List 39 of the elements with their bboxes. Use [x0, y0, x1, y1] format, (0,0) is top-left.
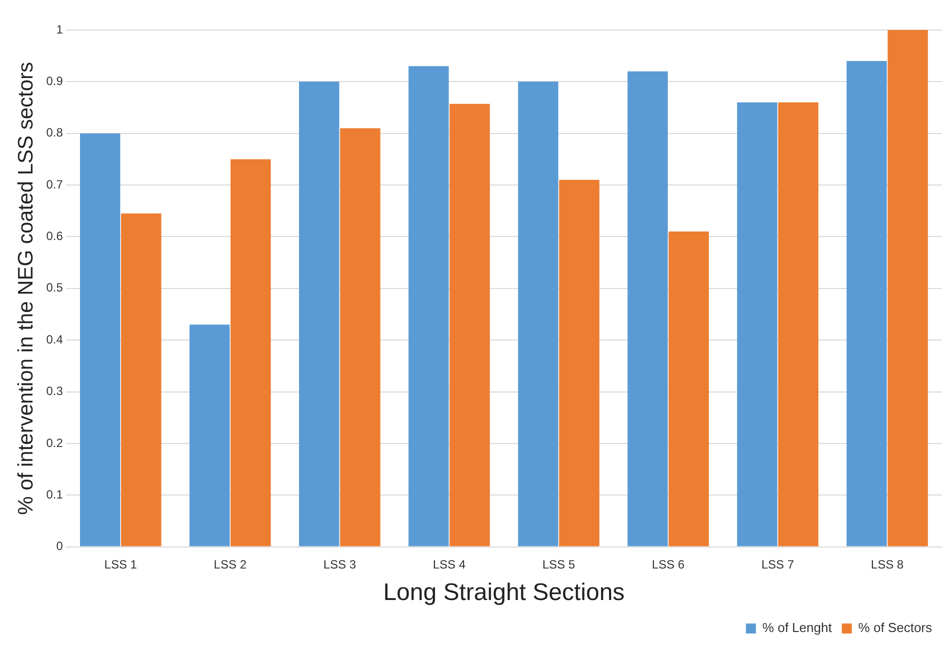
x-tick-label: LSS 5 — [542, 557, 576, 572]
y-tick-label: 0.7 — [46, 177, 64, 192]
bar — [668, 232, 709, 546]
y-tick-label: 0.5 — [46, 280, 64, 295]
bar — [559, 180, 600, 546]
x-axis-title: Long Straight Sections — [383, 579, 625, 606]
y-tick-label: 0.4 — [46, 332, 64, 346]
bar — [121, 213, 162, 546]
bar — [846, 61, 887, 546]
bar — [230, 159, 271, 546]
bar — [299, 82, 340, 546]
y-tick-label: 0.2 — [46, 436, 64, 450]
y-tick-label: 0.9 — [46, 74, 64, 88]
bar — [189, 324, 230, 546]
bar — [778, 102, 818, 546]
y-tick-label: 0 — [56, 539, 64, 554]
x-tick-label: LSS 6 — [652, 557, 685, 572]
legend-label: % of Sectors — [858, 620, 932, 636]
legend-label: % of Lenght — [762, 620, 832, 636]
y-tick-label: 1 — [56, 22, 64, 36]
y-axis-title: % of intervention in the NEG coated LSS sectors — [14, 62, 38, 515]
x-tick-label: LSS 1 — [104, 557, 138, 572]
y-tick-label: 0.1 — [46, 487, 64, 502]
bar — [628, 71, 668, 546]
bar — [408, 66, 449, 546]
x-tick-label: LSS 7 — [761, 557, 794, 572]
x-tick-label: LSS 2 — [214, 557, 247, 572]
bar — [888, 30, 928, 546]
x-tick-label: LSS 8 — [870, 557, 904, 572]
x-tick-label: LSS 4 — [432, 557, 466, 572]
bar — [737, 102, 778, 546]
y-tick-label: 0.3 — [46, 384, 64, 398]
x-tick-label: LSS 3 — [323, 557, 356, 572]
bar — [340, 128, 380, 546]
bar — [80, 133, 120, 546]
bar — [450, 104, 490, 546]
y-tick-label: 0.6 — [46, 229, 64, 244]
bar — [518, 82, 558, 546]
y-tick-label: 0.8 — [46, 126, 64, 140]
